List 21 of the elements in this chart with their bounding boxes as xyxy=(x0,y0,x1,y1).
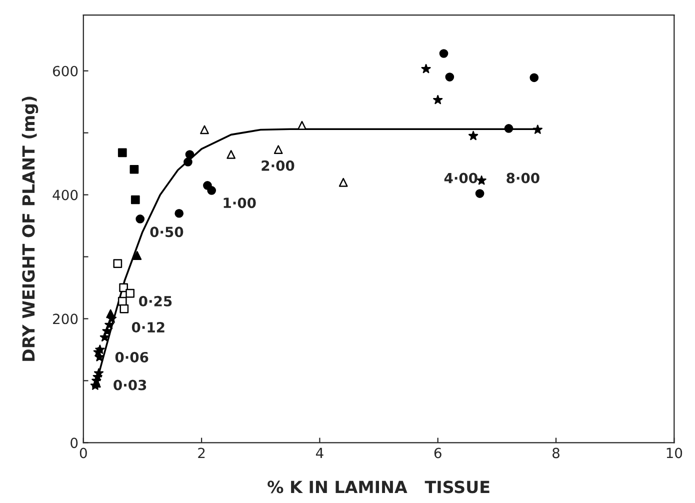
x-tick-label: 0 xyxy=(80,448,87,458)
y-tick-label: 600 xyxy=(53,66,78,76)
x-tick-label: 6 xyxy=(434,448,442,458)
annotation: 1·00 xyxy=(224,198,256,208)
x-tick-label: 4 xyxy=(316,448,324,458)
annotation: 8·00 xyxy=(506,172,540,184)
x-axis-title: % K IN LAMINA TISSUE xyxy=(268,480,490,494)
y-tick-label: 200 xyxy=(53,314,78,324)
y-tick-label: 400 xyxy=(52,190,78,200)
annotation: 2·00 xyxy=(262,160,294,171)
annotation: 4·00 xyxy=(444,172,478,184)
y-tick-label: 0 xyxy=(70,438,78,448)
x-tick-label: 2 xyxy=(198,448,205,458)
y-axis-title: DRY WEIGHT OF PLANT (mg) xyxy=(22,96,38,361)
annotation: 0·03 xyxy=(114,380,146,390)
x-tick-label: 8 xyxy=(552,448,560,458)
annotation: 0·12 xyxy=(132,322,164,333)
annotation: 0·06 xyxy=(115,352,148,362)
annotation: 0·50 xyxy=(150,226,184,238)
x-tick-label: 10 xyxy=(666,448,682,458)
annotation: 0·25 xyxy=(139,296,172,306)
